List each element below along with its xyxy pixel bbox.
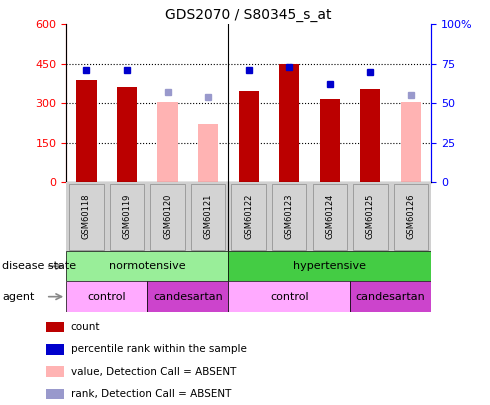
Bar bbox=[228, 251, 431, 281]
Text: GSM60119: GSM60119 bbox=[122, 194, 131, 239]
Bar bbox=[198, 124, 218, 182]
FancyBboxPatch shape bbox=[393, 183, 428, 250]
Bar bbox=[279, 64, 299, 182]
Bar bbox=[228, 281, 350, 312]
Bar bbox=[66, 251, 228, 281]
Text: GSM60124: GSM60124 bbox=[325, 194, 334, 239]
Text: control: control bbox=[270, 292, 309, 302]
FancyBboxPatch shape bbox=[353, 183, 388, 250]
FancyBboxPatch shape bbox=[150, 183, 185, 250]
Bar bbox=[239, 92, 259, 182]
Text: candesartan: candesartan bbox=[153, 292, 223, 302]
Text: control: control bbox=[87, 292, 126, 302]
Bar bbox=[319, 99, 340, 182]
Bar bbox=[401, 102, 421, 182]
Text: value, Detection Call = ABSENT: value, Detection Call = ABSENT bbox=[71, 367, 236, 377]
Title: GDS2070 / S80345_s_at: GDS2070 / S80345_s_at bbox=[166, 8, 332, 22]
FancyBboxPatch shape bbox=[313, 183, 347, 250]
FancyBboxPatch shape bbox=[272, 183, 306, 250]
Text: percentile rank within the sample: percentile rank within the sample bbox=[71, 344, 246, 354]
Text: normotensive: normotensive bbox=[109, 261, 186, 271]
Bar bbox=[350, 281, 431, 312]
FancyBboxPatch shape bbox=[110, 183, 144, 250]
Bar bbox=[157, 102, 178, 182]
Bar bbox=[46, 388, 64, 399]
Bar bbox=[46, 322, 64, 333]
Bar bbox=[360, 89, 381, 182]
Text: GSM60118: GSM60118 bbox=[82, 194, 91, 239]
Text: GSM60126: GSM60126 bbox=[406, 194, 416, 239]
FancyBboxPatch shape bbox=[69, 183, 104, 250]
Bar bbox=[117, 87, 137, 182]
FancyBboxPatch shape bbox=[231, 183, 266, 250]
Bar bbox=[66, 281, 147, 312]
Text: count: count bbox=[71, 322, 100, 332]
Text: hypertensive: hypertensive bbox=[294, 261, 367, 271]
Text: GSM60120: GSM60120 bbox=[163, 194, 172, 239]
Text: disease state: disease state bbox=[2, 261, 76, 271]
Bar bbox=[46, 344, 64, 355]
FancyBboxPatch shape bbox=[191, 183, 225, 250]
Text: GSM60125: GSM60125 bbox=[366, 194, 375, 239]
Text: candesartan: candesartan bbox=[356, 292, 425, 302]
Text: agent: agent bbox=[2, 292, 35, 302]
Bar bbox=[147, 281, 228, 312]
Text: GSM60123: GSM60123 bbox=[285, 194, 294, 239]
Text: GSM60121: GSM60121 bbox=[204, 194, 213, 239]
Bar bbox=[76, 79, 97, 182]
Text: rank, Detection Call = ABSENT: rank, Detection Call = ABSENT bbox=[71, 389, 231, 399]
Text: GSM60122: GSM60122 bbox=[244, 194, 253, 239]
Bar bbox=[46, 366, 64, 377]
